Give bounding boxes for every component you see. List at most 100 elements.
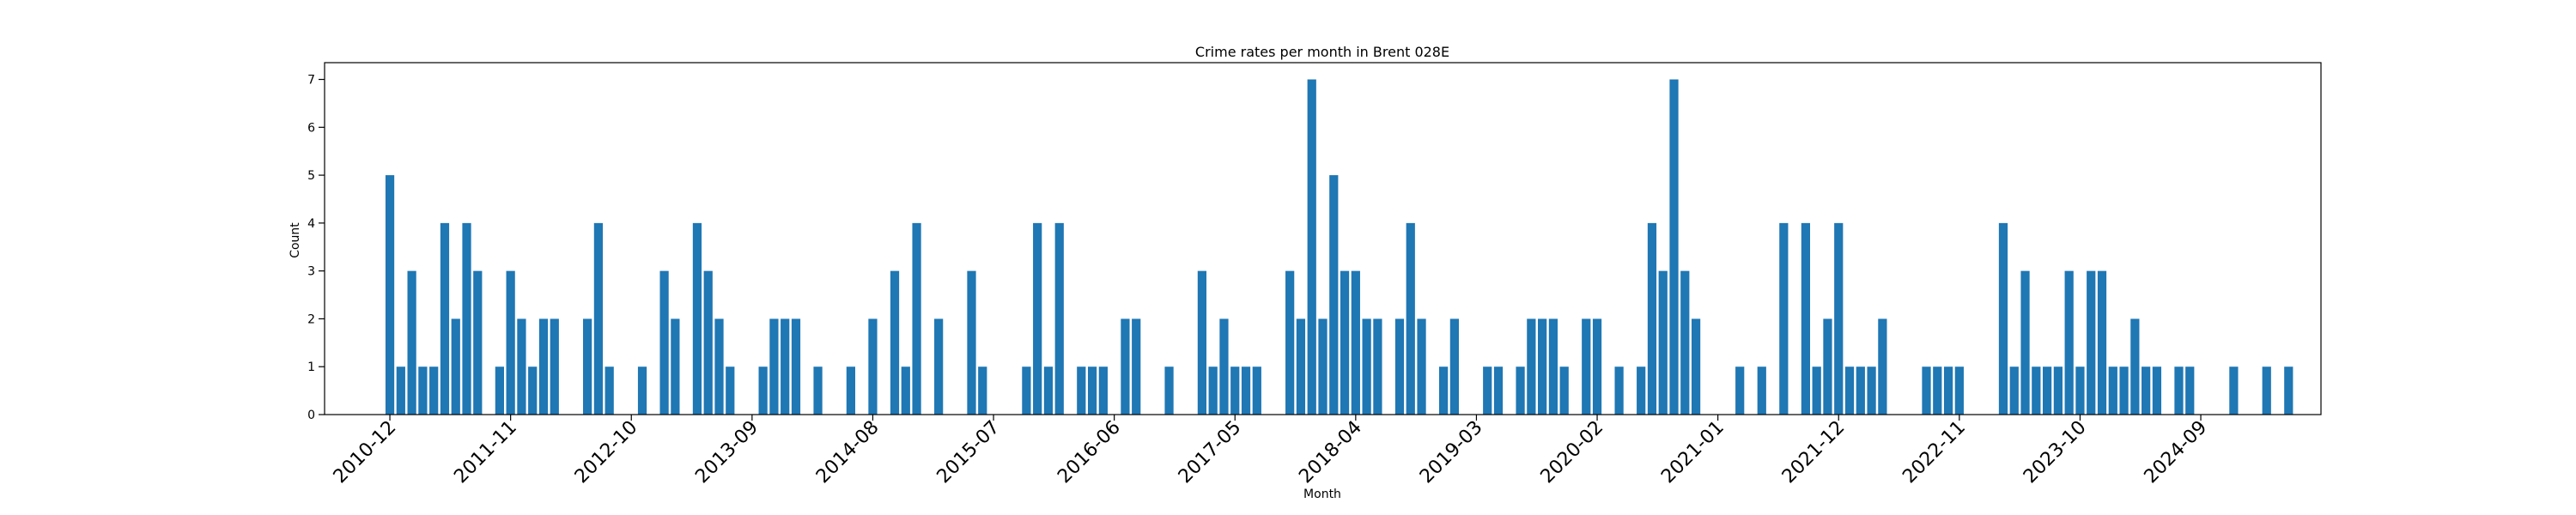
bar-2016-01: [1054, 222, 1064, 415]
bar-2014-10: [890, 270, 900, 415]
bar-2022-11: [1954, 367, 1964, 415]
y-tick-label: 2: [307, 312, 315, 326]
x-tick-label: 2011-11: [450, 417, 521, 488]
bar-2021-11: [1823, 318, 1832, 415]
bar-2012-03: [550, 318, 559, 415]
bar-2023-06: [2032, 367, 2041, 415]
bar-2011-08: [473, 270, 483, 415]
bar-2019-04: [1483, 367, 1492, 415]
bar-2016-05: [1098, 367, 1108, 415]
bar-2011-11: [506, 270, 515, 415]
bar-2013-01: [659, 270, 669, 415]
bar-2016-04: [1087, 367, 1097, 415]
bar-2020-02: [1592, 318, 1602, 415]
bar-2014-06: [846, 367, 855, 415]
chart-title: Crime rates per month in Brent 028E: [1195, 44, 1449, 60]
bar-2019-08: [1527, 318, 1536, 415]
bar-2013-06: [714, 318, 724, 415]
bar-2020-10: [1680, 270, 1690, 415]
bar-2021-09: [1801, 222, 1811, 415]
bar-2021-07: [1779, 222, 1789, 415]
y-tick-label: 7: [307, 74, 315, 88]
bar-2025-03: [2262, 367, 2271, 415]
bar-2020-08: [1658, 270, 1668, 415]
bar-2015-12: [1043, 367, 1054, 415]
x-tick-label: 2021-01: [1657, 417, 1728, 488]
bar-2013-11: [769, 318, 779, 415]
bar-2022-01: [1844, 367, 1855, 415]
bar-2014-11: [901, 367, 910, 415]
bar-2012-08: [605, 367, 614, 415]
bar-2013-10: [758, 367, 768, 415]
x-tick-label: 2016-06: [1054, 417, 1125, 488]
bar-2022-09: [1933, 367, 1942, 415]
bar-2023-10: [2075, 367, 2085, 415]
bar-2013-12: [781, 318, 790, 415]
bar-2021-03: [1735, 367, 1745, 415]
bar-2015-10: [1022, 367, 1031, 415]
bar-2024-01: [2108, 367, 2117, 415]
bar-2015-02: [934, 318, 944, 415]
bar-2017-05: [1230, 367, 1240, 415]
bar-2011-05: [440, 222, 450, 415]
bar-2019-07: [1516, 367, 1525, 415]
bar-2022-08: [1922, 367, 1931, 415]
bar-2013-07: [726, 367, 735, 415]
bar-2017-06: [1241, 367, 1251, 415]
bar-2021-10: [1812, 367, 1821, 415]
bar-2018-03: [1340, 270, 1350, 415]
x-axis-label: Month: [1303, 488, 1341, 501]
bar-2022-03: [1867, 367, 1876, 415]
bar-2012-06: [583, 318, 592, 415]
bar-2016-11: [1164, 367, 1174, 415]
x-tick-label: 2020-02: [1537, 417, 1608, 488]
bar-2014-08: [868, 318, 878, 415]
bar-2018-01: [1318, 318, 1327, 415]
bar-2011-12: [517, 318, 526, 415]
bar-2017-03: [1208, 367, 1218, 415]
bar-2020-04: [1614, 367, 1624, 415]
bar-2012-11: [637, 367, 647, 415]
bar-2024-03: [2130, 318, 2140, 415]
x-tick-label: 2022-11: [1899, 417, 1970, 488]
bar-2020-07: [1647, 222, 1657, 415]
bar-2011-07: [462, 222, 471, 415]
bar-2015-11: [1033, 222, 1042, 415]
bar-2020-06: [1637, 367, 1646, 415]
bar-2018-04: [1351, 270, 1360, 415]
bar-2021-12: [1834, 222, 1844, 415]
bar-2017-07: [1252, 367, 1261, 415]
bar-2018-09: [1406, 222, 1415, 415]
bars-group: [385, 79, 2293, 415]
bar-2017-12: [1307, 79, 1316, 415]
bar-2023-04: [2009, 367, 2019, 415]
x-tick-label: 2012-10: [571, 417, 642, 488]
bar-2017-11: [1296, 318, 1306, 415]
x-tick-label: 2015-07: [933, 417, 1005, 488]
bar-2016-07: [1121, 318, 1130, 415]
bar-2023-05: [2020, 270, 2030, 415]
y-tick-label: 6: [307, 121, 315, 135]
bar-2019-05: [1493, 367, 1504, 415]
bar-2024-08: [2185, 367, 2195, 415]
bar-2017-04: [1219, 318, 1229, 415]
bar-2023-07: [2042, 367, 2052, 415]
bar-2012-02: [538, 318, 549, 415]
bar-2011-02: [407, 270, 416, 415]
bar-2016-03: [1077, 367, 1086, 415]
y-tick-label: 3: [307, 265, 315, 279]
x-axis: 2010-12 2011-11 2012-10 2013-09 2014-08 2015-…: [330, 415, 2211, 488]
bar-2021-05: [1757, 367, 1766, 415]
x-tick-label: 2021-12: [1778, 417, 1850, 488]
x-tick-label: 2019-03: [1416, 417, 1487, 488]
bar-2019-11: [1559, 367, 1569, 415]
bar-2019-10: [1548, 318, 1558, 415]
bar-2024-07: [2174, 367, 2184, 415]
bar-2017-02: [1197, 270, 1207, 415]
bar-2023-09: [2064, 270, 2074, 415]
bar-2020-01: [1582, 318, 1591, 415]
y-tick-label: 0: [307, 409, 315, 422]
bar-2022-04: [1878, 318, 1887, 415]
bar-2022-02: [1856, 367, 1865, 415]
